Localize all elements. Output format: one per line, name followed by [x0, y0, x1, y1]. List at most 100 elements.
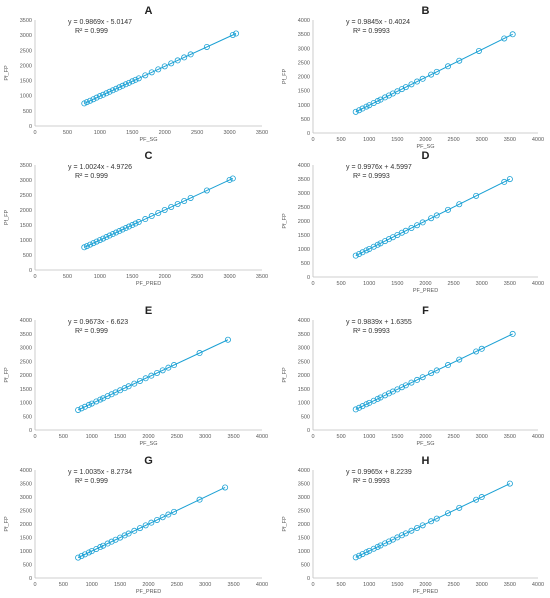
data-point: [478, 345, 485, 352]
data-point: [131, 380, 138, 387]
x-tick-label: 4000: [532, 582, 544, 588]
trendline: [77, 339, 229, 411]
data-point: [161, 63, 168, 70]
data-point: [433, 212, 440, 219]
data-point: [363, 103, 370, 110]
x-tick-label: 1500: [391, 281, 403, 287]
data-point: [428, 370, 435, 377]
y-tick-label: 4000: [20, 468, 32, 474]
data-point: [381, 540, 388, 547]
x-tick-label: 0: [311, 434, 314, 440]
y-tick-label: 1000: [298, 103, 310, 109]
x-tick-label: 0: [311, 582, 314, 588]
x-tick-label: 500: [337, 281, 346, 287]
data-point: [136, 377, 143, 384]
y-tick-label: 2000: [298, 373, 310, 379]
x-tick-label: 1000: [94, 274, 106, 280]
y-tick-label: 2500: [298, 509, 310, 515]
data-point: [108, 391, 115, 398]
y-tick-label: 4000: [298, 468, 310, 474]
data-point: [96, 93, 103, 100]
r-squared-label: R² = 0.999: [75, 173, 108, 180]
x-tick-label: 1000: [94, 130, 106, 136]
y-tick-label: 3000: [20, 495, 32, 501]
data-point: [456, 57, 463, 64]
data-point: [104, 393, 111, 400]
y-tick-label: 2000: [20, 522, 32, 528]
data-point: [402, 84, 409, 91]
x-tick-label: 2500: [448, 582, 460, 588]
data-point: [419, 522, 426, 529]
y-tick-label: 3500: [20, 163, 32, 169]
data-point: [85, 549, 92, 556]
x-tick-label: 1000: [363, 137, 375, 143]
x-tick-label: 3000: [223, 130, 235, 136]
x-tick-label: 500: [59, 434, 68, 440]
x-tick-label: 0: [33, 130, 36, 136]
data-point: [187, 51, 194, 58]
data-point: [444, 206, 451, 213]
data-point: [402, 530, 409, 537]
data-point: [356, 107, 363, 114]
x-tick-label: 3500: [504, 281, 516, 287]
x-tick-label: 2000: [159, 130, 171, 136]
y-axis-title: Pf_FP: [4, 210, 10, 226]
panel-label: A: [145, 5, 153, 17]
y-tick-label: 4000: [20, 318, 32, 324]
y-tick-label: 500: [23, 109, 32, 115]
x-tick-label: 2500: [171, 582, 183, 588]
chart-panel-b: B 0 500 1000 1500 2000 2500 3000 3500 4000 0 500 100…: [282, 5, 544, 150]
x-tick-label: 1000: [363, 582, 375, 588]
data-point: [356, 250, 363, 257]
data-point: [135, 75, 142, 82]
x-tick-label: 1000: [86, 582, 98, 588]
data-point: [159, 367, 166, 374]
y-tick-label: 500: [301, 563, 310, 569]
y-tick-label: 4000: [298, 318, 310, 324]
data-point: [222, 484, 229, 491]
x-tick-label: 1500: [391, 582, 403, 588]
x-tick-label: 2000: [142, 434, 154, 440]
data-point: [106, 232, 113, 239]
x-axis-title: PF_SG: [416, 144, 434, 150]
chart-panel-g: G 0 500 1000 1500 2000 2500 3000 3500 4000 0 500 100…: [4, 455, 268, 595]
data-point: [96, 237, 103, 244]
regression-equation: y = 0.9839x + 1.6355: [346, 319, 412, 326]
data-point: [93, 398, 100, 405]
x-tick-label: 3000: [199, 582, 211, 588]
data-point: [155, 66, 162, 73]
data-point: [142, 216, 149, 223]
data-point: [90, 240, 97, 247]
x-tick-label: 0: [33, 274, 36, 280]
data-point: [126, 223, 133, 230]
x-tick-label: 1000: [363, 434, 375, 440]
data-point: [109, 87, 116, 94]
data-point: [103, 234, 110, 241]
panel-label: H: [422, 455, 430, 467]
y-tick-label: 1000: [298, 549, 310, 555]
data-point: [142, 522, 149, 529]
x-tick-label: 1500: [114, 434, 126, 440]
y-tick-label: 0: [29, 576, 32, 582]
chart-panel-f: F 0 500 1000 1500 2000 2500 3000 3500 4000 0 500 100…: [282, 305, 544, 447]
data-point: [414, 376, 421, 383]
data-point: [363, 247, 370, 254]
data-point: [181, 197, 188, 204]
data-point: [132, 220, 139, 227]
data-point: [187, 194, 194, 201]
data-point: [509, 31, 516, 38]
x-tick-label: 4000: [256, 434, 268, 440]
data-point: [113, 229, 120, 236]
y-tick-label: 0: [307, 576, 310, 582]
x-tick-label: 4000: [532, 281, 544, 287]
data-point: [106, 88, 113, 95]
data-point: [116, 228, 123, 235]
x-tick-label: 1000: [363, 281, 375, 287]
y-tick-label: 4000: [298, 18, 310, 24]
data-point: [428, 215, 435, 222]
trendline: [355, 483, 511, 558]
y-tick-label: 1000: [298, 247, 310, 253]
data-point: [165, 364, 172, 371]
y-tick-label: 3500: [298, 482, 310, 488]
y-tick-label: 1500: [298, 89, 310, 95]
